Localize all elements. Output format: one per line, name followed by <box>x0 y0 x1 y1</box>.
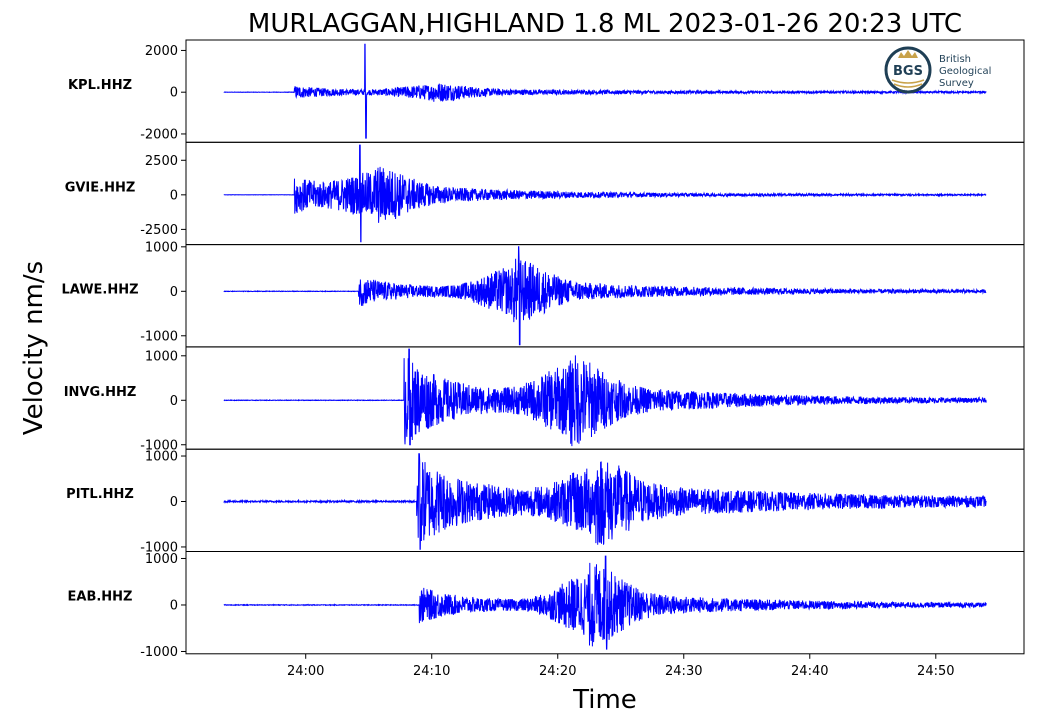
y-tick-label: -1000 <box>140 645 178 660</box>
logo-line2: Geological <box>939 66 991 77</box>
x-tick-label: 24:30 <box>665 664 702 679</box>
x-tick-label: 24:20 <box>539 664 576 679</box>
trace-panel-invg-hhz: 1000 0 -1000 INVG.HHZ <box>64 346 1025 453</box>
y-tick-label: -2500 <box>140 223 178 238</box>
y-tick-label: 2500 <box>145 154 178 169</box>
trace-line-eab-hhz <box>223 555 987 650</box>
y-tick-label: 0 <box>170 495 178 510</box>
y-tick-label: -2000 <box>140 127 178 142</box>
chart-title: MURLAGGAN,HIGHLAND 1.8 ML 2023-01-26 20:… <box>248 9 962 39</box>
y-tick-label: 0 <box>170 598 178 613</box>
station-label: GVIE.HHZ <box>65 180 136 195</box>
x-tick-label: 24:50 <box>917 664 954 679</box>
y-tick-label: 1000 <box>145 552 178 567</box>
station-label: LAWE.HHZ <box>61 283 138 298</box>
trace-panel-lawe-hhz: 1000 0 -1000 LAWE.HHZ <box>61 240 1025 348</box>
trace-line-invg-hhz <box>223 348 987 447</box>
trace-line-kpl-hhz <box>223 43 987 139</box>
panel-frame <box>185 244 1025 348</box>
x-tick-label: 24:10 <box>413 664 450 679</box>
logo-ring <box>884 46 932 94</box>
y-tick-label: 1000 <box>145 240 178 255</box>
y-tick-label: 0 <box>170 188 178 203</box>
trace-panel-eab-hhz: 1000 0 -1000 EAB.HHZ <box>68 551 1025 660</box>
trace-line-gvie-hhz <box>223 144 987 243</box>
trace-line-lawe-hhz <box>223 246 987 346</box>
x-axis: 24:00 24:10 24:20 24:30 24:40 24:50 <box>287 653 955 679</box>
station-label: INVG.HHZ <box>64 385 137 400</box>
trace-panel-kpl-hhz: 2000 0 -2000 KPL.HHZ <box>68 39 1025 143</box>
wave-icon <box>891 79 925 88</box>
y-tick-label: 1000 <box>145 349 178 364</box>
logo-line1: British <box>939 54 971 65</box>
y-tick-label: 1000 <box>145 450 178 465</box>
crown-icon <box>898 50 918 58</box>
y-tick-label: -1000 <box>140 540 178 555</box>
y-tick-label: -1000 <box>140 329 178 344</box>
x-tick-label: 24:40 <box>791 664 828 679</box>
panel-frame <box>185 551 1025 655</box>
trace-panel-gvie-hhz: 2500 0 -2500 GVIE.HHZ <box>65 141 1025 246</box>
y-tick-label: -1000 <box>140 438 178 453</box>
trace-panels: 2000 0 -2000 KPL.HHZ 2500 0 -2500 GVIE.HHZ 1000 0… <box>61 39 1025 660</box>
x-axis-label: Time <box>572 685 637 715</box>
y-tick-label: 0 <box>170 394 178 409</box>
trace-line-pitl-hhz <box>223 453 987 550</box>
y-tick-label: 2000 <box>145 44 178 59</box>
y-tick-label: 0 <box>170 285 178 300</box>
y-tick-label: 0 <box>170 86 178 101</box>
station-label: EAB.HHZ <box>68 589 133 604</box>
logo-abbr: BGS <box>893 64 923 79</box>
station-label: KPL.HHZ <box>68 78 132 93</box>
y-axis-label: Velocity nm/s <box>19 261 49 435</box>
trace-panel-pitl-hhz: 1000 0 -1000 PITL.HHZ <box>66 448 1025 555</box>
station-label: PITL.HHZ <box>66 487 134 502</box>
x-tick-label: 24:00 <box>287 664 324 679</box>
bgs-logo: BGS British Geological Survey <box>884 46 991 94</box>
logo-line3: Survey <box>939 78 974 89</box>
